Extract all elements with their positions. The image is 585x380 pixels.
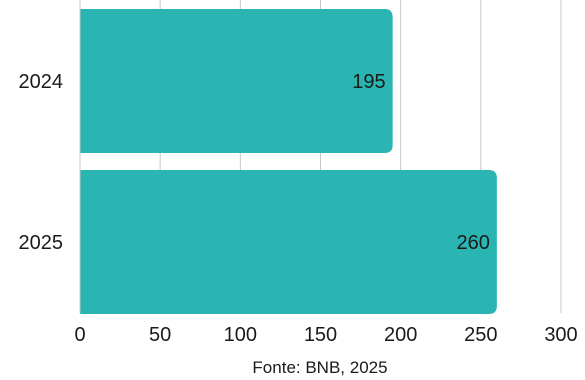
x-tick-label-100: 100 [224,324,257,346]
bars: 195 260 [80,9,497,314]
category-labels: 2024 2025 [19,71,64,254]
x-tick-label-150: 150 [304,324,337,346]
category-label-2024: 2024 [19,71,64,93]
x-tick-label-0: 0 [74,324,85,346]
bar-2024 [80,9,393,153]
x-tick-label-200: 200 [384,324,417,346]
x-tick-label-300: 300 [544,324,577,346]
bar-2025 [80,170,497,314]
category-label-2025: 2025 [19,232,64,254]
x-tick-label-250: 250 [464,324,497,346]
data-label-2025: 260 [456,232,489,254]
source-note: Fonte: BNB, 2025 [252,358,387,377]
data-label-2024: 195 [352,71,385,93]
x-tick-label-50: 50 [149,324,171,346]
